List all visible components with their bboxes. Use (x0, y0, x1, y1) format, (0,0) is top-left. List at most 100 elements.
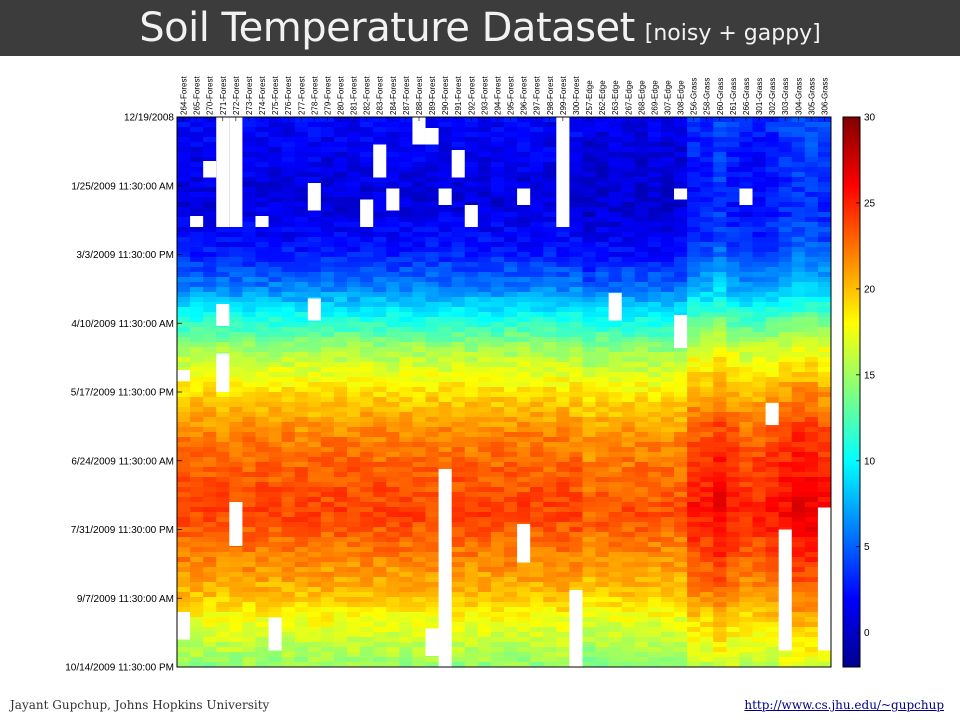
heatmap-cell (582, 387, 596, 393)
heatmap-cell (451, 532, 466, 538)
heatmap-cell (307, 437, 322, 443)
heatmap-cell (451, 507, 466, 513)
heatmap-cell (634, 517, 649, 523)
heatmap-cell (255, 602, 269, 608)
heatmap-cell (425, 512, 439, 518)
heatmap-cell (281, 307, 296, 313)
heatmap-cell (242, 207, 256, 213)
heatmap-cell (595, 252, 610, 258)
heatmap-cell (700, 557, 714, 563)
heatmap-cell (268, 572, 283, 578)
heatmap-cell (268, 537, 283, 543)
heatmap-cell (582, 467, 596, 473)
heatmap-cell (687, 317, 701, 323)
heatmap-cell (412, 622, 426, 628)
heatmap-cell (386, 157, 400, 163)
heatmap-cell (229, 662, 243, 668)
heatmap-cell (477, 552, 492, 558)
heatmap-cell (660, 452, 675, 458)
heatmap-cell (660, 652, 675, 658)
heatmap-cell (229, 397, 243, 403)
heatmap-cell (425, 262, 439, 268)
heatmap-cell (530, 292, 544, 298)
heatmap-cell (294, 452, 309, 458)
heatmap-cell (386, 567, 400, 573)
heatmap-cell (190, 592, 204, 598)
heatmap-cell (752, 632, 766, 638)
heatmap-cell (752, 482, 766, 488)
heatmap-cell (752, 172, 766, 178)
heatmap-cell (595, 327, 610, 333)
heatmap-cell (464, 417, 479, 423)
heatmap-cell (556, 562, 570, 568)
heatmap-cell (739, 337, 753, 343)
heatmap-cell (464, 567, 479, 573)
heatmap-cell (177, 577, 191, 583)
heatmap-cell (543, 177, 557, 183)
heatmap-cell (242, 422, 256, 428)
heatmap-cell (726, 197, 740, 203)
heatmap-cell (713, 297, 727, 303)
heatmap-cell (294, 477, 309, 483)
heatmap-cell (255, 247, 269, 253)
heatmap-cell (399, 432, 413, 438)
heatmap-cell (504, 592, 518, 598)
heatmap-cell (608, 152, 623, 158)
heatmap-cell (556, 592, 570, 598)
heatmap-cell (504, 282, 518, 288)
heatmap-cell (543, 297, 557, 303)
heatmap-cell (412, 657, 426, 663)
heatmap-cell (556, 532, 570, 538)
heatmap-cell (530, 357, 544, 363)
heatmap-cell (399, 407, 413, 413)
heatmap-cell (216, 242, 230, 248)
heatmap-cell (569, 227, 583, 233)
heatmap-cell (634, 297, 649, 303)
heatmap-cell (399, 257, 413, 263)
heatmap-cell (608, 142, 623, 148)
heatmap-cell (608, 627, 623, 633)
heatmap-cell (687, 492, 701, 498)
heatmap-cell (726, 552, 740, 558)
heatmap-cell (674, 552, 688, 558)
heatmap-cell (347, 397, 361, 403)
heatmap-cell (294, 277, 309, 283)
heatmap-cell (464, 167, 479, 173)
heatmap-cell (477, 342, 492, 348)
heatmap-cell (569, 277, 583, 283)
heatmap-cell (281, 562, 296, 568)
heatmap-cell (490, 522, 505, 528)
heatmap-cell (739, 567, 753, 573)
heatmap-cell (412, 562, 426, 568)
heatmap-cell (713, 217, 727, 223)
heatmap-cell (752, 527, 766, 533)
heatmap-cell (660, 192, 675, 198)
heatmap-cell (621, 587, 636, 593)
heatmap-cell (477, 602, 492, 608)
heatmap-cell (621, 452, 636, 458)
heatmap-cell (687, 232, 701, 238)
heatmap-cell (726, 252, 740, 258)
heatmap-cell (647, 272, 662, 278)
heatmap-cell (504, 477, 518, 483)
heatmap-cell (307, 322, 322, 328)
heatmap-cell (752, 187, 766, 193)
heatmap-cell (360, 322, 374, 328)
heatmap-cell (713, 242, 727, 248)
heatmap-cell (229, 552, 243, 558)
heatmap-cell (674, 242, 688, 248)
heatmap-cell (752, 332, 766, 338)
heatmap-cell (634, 307, 649, 313)
heatmap-cells (177, 117, 832, 668)
heatmap-cell (713, 637, 727, 643)
heatmap-cell (203, 402, 217, 408)
heatmap-cell (333, 457, 348, 463)
heatmap-cell (268, 452, 283, 458)
heatmap-cell (504, 492, 518, 498)
heatmap-cell (229, 632, 243, 638)
heatmap-cell (530, 417, 544, 423)
heatmap-cell (726, 322, 740, 328)
heatmap-cell (517, 137, 531, 143)
heatmap-cell (504, 172, 518, 178)
heatmap-cell (425, 162, 439, 168)
